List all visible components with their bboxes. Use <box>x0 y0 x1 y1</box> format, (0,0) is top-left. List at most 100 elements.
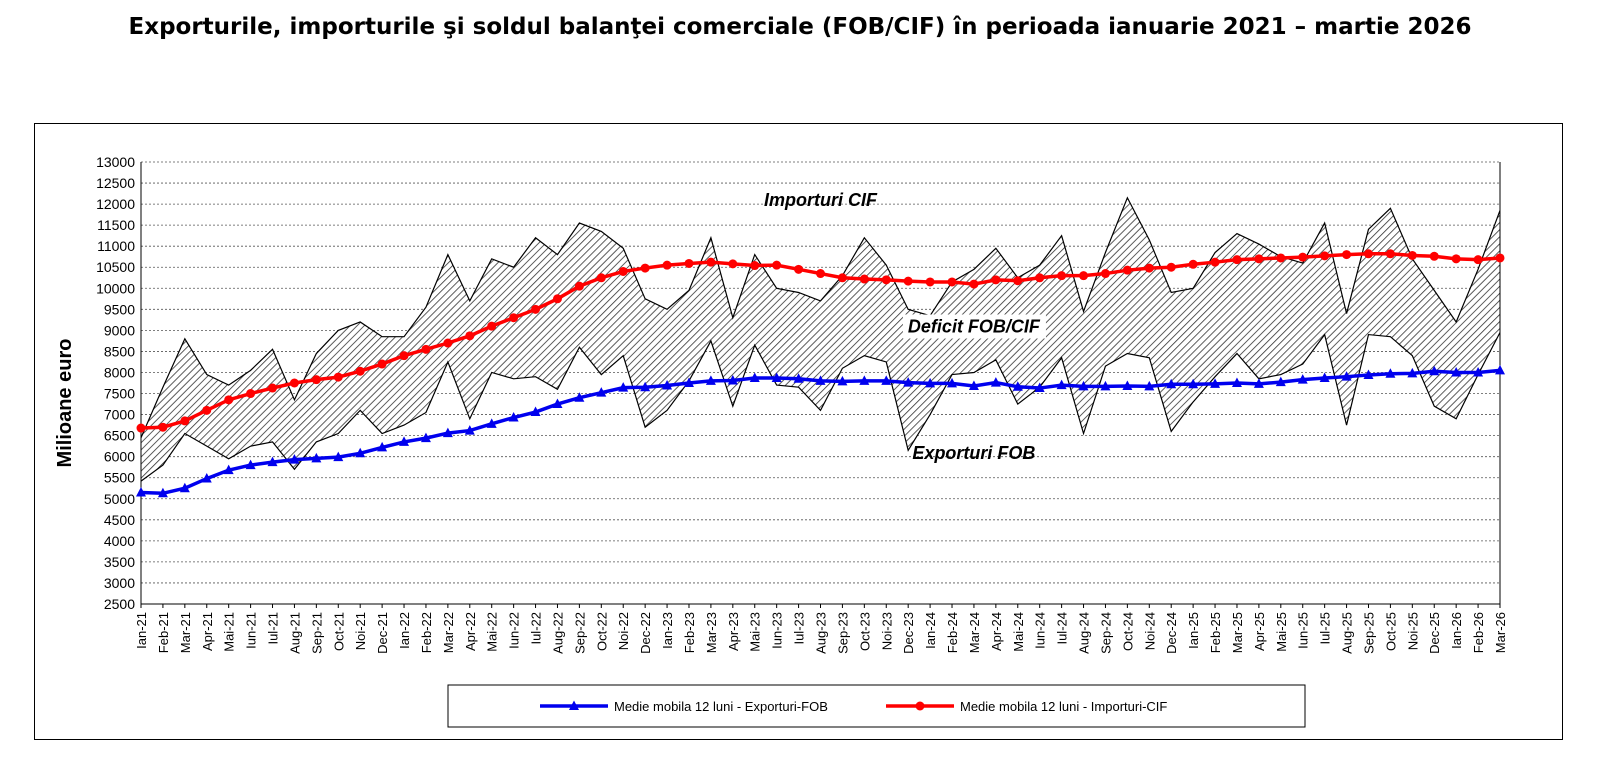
exports-ma-point <box>399 436 410 446</box>
x-tick-label: Mar-22 <box>441 612 456 653</box>
exports-ma-point <box>596 387 607 397</box>
x-tick-label: Oct-23 <box>857 612 872 651</box>
x-tick-label: Sep-24 <box>1098 612 1113 654</box>
exports-ma-point <box>881 375 892 385</box>
imports-ma-point <box>224 395 234 405</box>
x-tick-label: Feb-22 <box>419 612 434 653</box>
x-tick-label: Iun-23 <box>770 612 785 649</box>
x-tick-label: Apr-21 <box>200 612 215 651</box>
x-tick-label: Sep-25 <box>1361 612 1376 654</box>
y-tick-label: 10500 <box>96 259 135 275</box>
exports-ma-point <box>136 486 146 497</box>
imports-ma-point <box>399 351 409 361</box>
y-tick-label: 10000 <box>96 280 135 296</box>
x-tick-label: Aug-22 <box>550 612 565 654</box>
exports-ma-point <box>1056 379 1067 390</box>
x-tick-label: Apr-22 <box>463 612 478 651</box>
y-tick-label: 3500 <box>104 554 135 570</box>
exports-ma-point <box>508 412 519 422</box>
imports-ma-point <box>421 344 431 354</box>
legend: Medie mobila 12 luni - Exporturi-FOB Medi… <box>447 684 1306 728</box>
x-tick-label: Mar-25 <box>1230 612 1245 653</box>
axes-layer: 2500 3000 3500 4000 4500 5000 5500 6000 6500 7000… <box>54 154 1508 654</box>
y-tick-label: 4500 <box>104 512 135 528</box>
exports-ma-point <box>1341 371 1352 381</box>
y-tick-label: 6000 <box>104 449 135 465</box>
y-tick-label: 5500 <box>104 470 135 486</box>
imports-ma-point <box>1210 257 1220 267</box>
exports-ma-point <box>749 372 760 382</box>
imports-ma-point <box>662 260 672 270</box>
exports-monthly-line <box>140 332 1501 482</box>
x-tick-label: Mai-22 <box>485 612 500 652</box>
imports-ma-point <box>180 416 190 426</box>
imports-ma-point <box>1122 265 1132 275</box>
exports-ma-point <box>311 452 322 463</box>
imports-ma-point <box>728 259 738 269</box>
exports-ma-point <box>1188 378 1199 389</box>
y-tick-label: 9000 <box>104 322 135 338</box>
legend-marker <box>915 701 925 711</box>
imports-ma-point <box>1473 255 1483 265</box>
exports-ma-point <box>727 374 738 385</box>
x-tick-label: Oct-24 <box>1120 612 1135 651</box>
imports-ma-point <box>881 275 891 285</box>
x-tick-label: Iun-22 <box>507 612 522 649</box>
imports-ma-point <box>1013 276 1023 286</box>
x-tick-label: Feb-25 <box>1208 612 1223 653</box>
y-tick-label: 4000 <box>104 533 135 549</box>
x-tick-label: Aug-25 <box>1340 612 1355 654</box>
x-tick-label: Ian-26 <box>1449 612 1464 649</box>
imports-ma-point <box>1079 271 1089 281</box>
exports-ma-point <box>771 372 782 382</box>
x-tick-label: Mai-25 <box>1274 612 1289 652</box>
imports-ma-point <box>794 264 804 274</box>
x-tick-label: Ian-24 <box>923 612 938 649</box>
imports-ma-point <box>465 331 475 341</box>
imports-ma-point <box>1429 251 1439 261</box>
legend-marker <box>569 700 579 710</box>
exports-ma-point <box>464 425 475 435</box>
imports-ma-point <box>1342 250 1352 260</box>
annotation-importuri-cif: Importuri CIF <box>764 190 878 210</box>
imports-ma-point <box>136 423 146 433</box>
imports-ma-point <box>1320 251 1330 261</box>
y-tick-label: 13000 <box>96 154 135 170</box>
x-tick-label: Ian-21 <box>134 612 149 649</box>
imports-ma-point <box>202 405 212 415</box>
exports-ma-point <box>1144 380 1155 391</box>
x-tick-label: Oct-21 <box>331 612 346 651</box>
exports-ma-point <box>618 382 629 392</box>
imports-ma-point <box>816 269 825 279</box>
imports-ma-point <box>1407 250 1417 260</box>
imports-ma-point <box>333 372 343 382</box>
imports-ma-point <box>772 260 782 270</box>
imports-ma-point <box>487 321 497 331</box>
x-tick-label: Ian-22 <box>397 612 412 649</box>
imports-ma-point <box>311 375 321 385</box>
exports-ma-point <box>793 373 804 383</box>
y-axis-label: Milioane euro <box>54 339 76 468</box>
exports-ma-point <box>442 427 453 438</box>
x-tick-label: Dec-21 <box>375 612 390 654</box>
x-tick-label: Iul-21 <box>266 612 281 645</box>
imports-ma-point <box>355 366 365 376</box>
x-tick-label: Ian-23 <box>660 612 675 649</box>
imports-ma-point <box>574 281 584 291</box>
exports-ma-point <box>1297 374 1308 384</box>
exports-ma-point <box>705 375 716 385</box>
imports-ma-point <box>750 261 760 271</box>
imports-ma-point <box>377 359 387 369</box>
x-tick-label: Noi-25 <box>1405 612 1420 650</box>
exports-ma-point <box>683 377 694 387</box>
x-tick-label: Iul-22 <box>529 612 544 645</box>
imports-ma-point <box>1188 259 1198 269</box>
x-tick-label: Noi-23 <box>879 612 894 650</box>
exports-ma-point <box>903 377 914 387</box>
imports-ma-point <box>618 266 628 276</box>
page-title: Exporturile, importurile şi soldul balan… <box>128 14 1472 40</box>
x-tick-label: Feb-21 <box>156 612 171 653</box>
chart-frame: 2500 3000 3500 4000 4500 5000 5500 6000 6500 7000… <box>34 123 1563 740</box>
x-tick-label: Iul-25 <box>1318 612 1333 645</box>
exports-ma-point <box>925 377 936 388</box>
